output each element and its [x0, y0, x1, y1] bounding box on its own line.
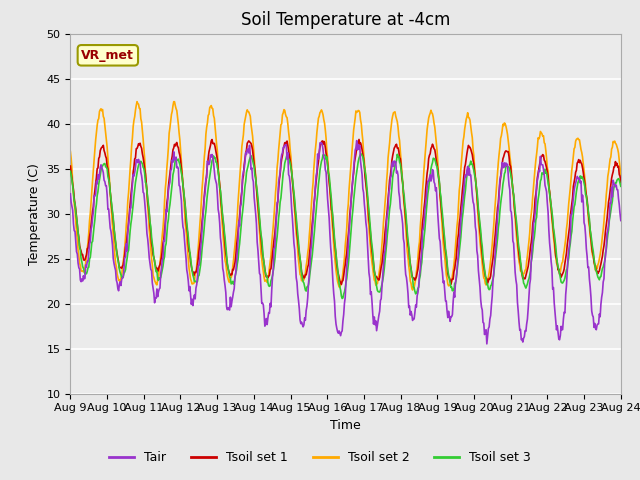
Legend: Tair, Tsoil set 1, Tsoil set 2, Tsoil set 3: Tair, Tsoil set 1, Tsoil set 2, Tsoil se…: [104, 446, 536, 469]
Y-axis label: Temperature (C): Temperature (C): [28, 163, 41, 264]
Title: Soil Temperature at -4cm: Soil Temperature at -4cm: [241, 11, 451, 29]
X-axis label: Time: Time: [330, 419, 361, 432]
Text: VR_met: VR_met: [81, 49, 134, 62]
